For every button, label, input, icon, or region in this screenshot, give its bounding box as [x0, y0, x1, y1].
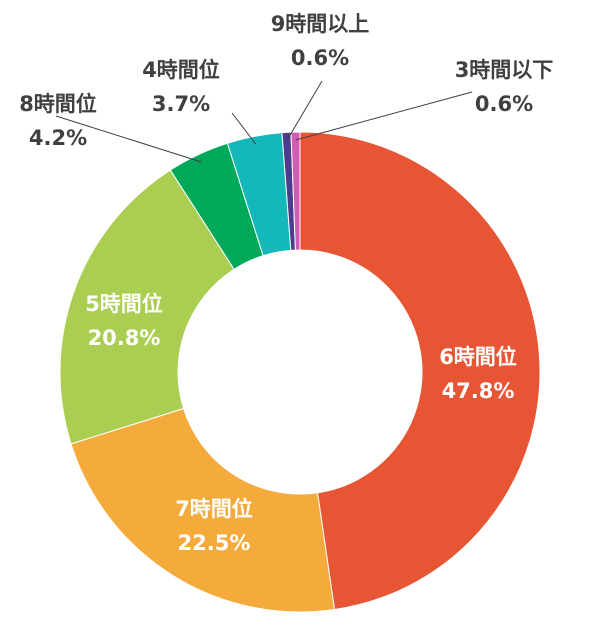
- slices-layer: [59, 131, 541, 613]
- leader-line-7: [295, 91, 473, 141]
- slice-category-3: 5時間位: [85, 292, 163, 316]
- slice-category-4: 8時間位: [19, 92, 97, 116]
- slice-label-7: 3時間以下 0.6%: [455, 58, 554, 116]
- slice-label-3: 5時間位 20.8%: [85, 292, 163, 350]
- slice-1: [299, 131, 541, 611]
- slice-label-2: 7時間位 22.5%: [175, 497, 253, 555]
- labels-layer: 6時間位 47.8% 7時間位 22.5% 5時間位 20.8% 8時間位 4.2% 4時間位 3…: [19, 12, 553, 555]
- slice-3: [59, 169, 235, 445]
- slice-value-2: 22.5%: [178, 531, 251, 555]
- slice-value-6: 0.6%: [291, 46, 349, 70]
- slice-7: [290, 131, 301, 251]
- slice-value-3: 20.8%: [88, 326, 161, 350]
- leader-lines-layer: [55, 80, 473, 163]
- slice-label-4: 8時間位 4.2%: [19, 92, 97, 150]
- slice-value-7: 0.6%: [475, 92, 533, 116]
- leader-line-4: [55, 115, 202, 163]
- slice-value-5: 3.7%: [152, 92, 210, 116]
- slice-label-1: 6時間位 47.8%: [439, 345, 517, 403]
- slice-label-5: 4時間位 3.7%: [142, 58, 220, 116]
- slice-category-6: 9時間以上: [271, 12, 370, 36]
- slice-category-7: 3時間以下: [455, 58, 554, 82]
- slice-label-6: 9時間以上 0.6%: [271, 12, 370, 70]
- slice-category-2: 7時間位: [175, 497, 253, 521]
- slice-category-5: 4時間位: [142, 58, 220, 82]
- slice-value-1: 47.8%: [442, 379, 515, 403]
- slice-2: [70, 407, 336, 613]
- slice-value-4: 4.2%: [29, 126, 87, 150]
- slice-category-1: 6時間位: [439, 345, 517, 369]
- leader-line-5: [231, 112, 257, 145]
- leader-line-6: [286, 80, 323, 141]
